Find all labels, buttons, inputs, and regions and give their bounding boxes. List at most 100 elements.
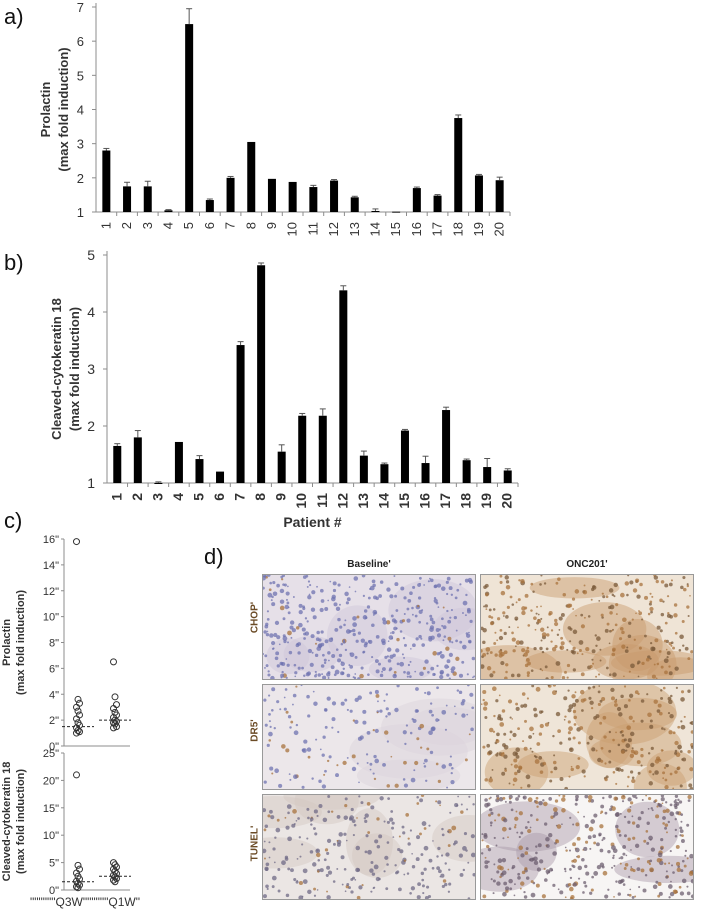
cell-nucleus xyxy=(394,783,399,788)
cell-nucleus xyxy=(526,646,530,650)
cell-nucleus xyxy=(470,727,474,732)
cell-nucleus xyxy=(505,670,508,674)
cell-nucleus xyxy=(545,869,551,874)
cell-nucleus xyxy=(345,601,349,605)
cell-nucleus xyxy=(527,784,531,788)
cell-nucleus xyxy=(384,730,389,735)
cell-nucleus xyxy=(373,777,377,781)
cell-nucleus xyxy=(364,819,368,824)
x-tick-label: 20 xyxy=(492,222,507,236)
cell-nucleus xyxy=(450,593,454,596)
cell-nucleus xyxy=(637,675,640,678)
cell-nucleus xyxy=(550,640,553,643)
cell-nucleus xyxy=(489,796,492,799)
cell-nucleus xyxy=(564,670,567,674)
data-point xyxy=(73,771,80,779)
cell-nucleus xyxy=(656,858,662,863)
cell-nucleus xyxy=(630,849,632,851)
cell-nucleus xyxy=(667,612,670,615)
cell-nucleus xyxy=(349,652,352,655)
data-point xyxy=(73,883,80,891)
cell-nucleus xyxy=(666,651,671,656)
bar-5 xyxy=(195,459,204,483)
cell-nucleus xyxy=(644,874,648,877)
cell-nucleus xyxy=(583,616,586,619)
row-label-tunel: TUNEL' xyxy=(249,825,261,862)
cell-nucleus xyxy=(629,888,632,891)
y-tick-label: 3 xyxy=(77,137,84,152)
bar-20 xyxy=(495,180,504,212)
bar-18 xyxy=(462,460,471,483)
cell-nucleus xyxy=(490,616,494,619)
cell-nucleus xyxy=(386,620,391,625)
cell-nucleus xyxy=(631,747,634,750)
cell-nucleus xyxy=(268,712,271,716)
cell-nucleus xyxy=(391,826,395,830)
cell-nucleus xyxy=(467,897,471,899)
cell-nucleus xyxy=(335,773,339,778)
cell-nucleus xyxy=(425,622,429,625)
cell-nucleus xyxy=(665,801,668,804)
cell-nucleus xyxy=(298,610,303,615)
cell-nucleus xyxy=(591,747,596,752)
cell-nucleus xyxy=(406,872,410,875)
cell-nucleus xyxy=(293,823,296,825)
cell-nucleus xyxy=(539,770,544,774)
cell-nucleus xyxy=(550,629,554,632)
cell-nucleus xyxy=(446,786,449,789)
cell-nucleus xyxy=(600,613,604,617)
cell-nucleus xyxy=(337,658,342,663)
tissue-region xyxy=(562,602,647,656)
bar-3 xyxy=(143,186,152,212)
cell-nucleus xyxy=(669,891,675,897)
cell-nucleus xyxy=(503,754,508,759)
cell-nucleus xyxy=(668,699,673,705)
cell-nucleus xyxy=(622,883,626,886)
cell-nucleus xyxy=(319,748,322,751)
cell-nucleus xyxy=(426,885,430,889)
cell-nucleus xyxy=(520,578,525,584)
cell-nucleus xyxy=(632,720,635,723)
cell-nucleus xyxy=(409,829,413,832)
cell-nucleus xyxy=(637,692,640,696)
cell-nucleus xyxy=(631,618,634,621)
cell-nucleus xyxy=(406,618,411,623)
cell-nucleus xyxy=(586,741,590,745)
cell-nucleus xyxy=(627,634,632,639)
cell-nucleus xyxy=(593,813,598,818)
cell-nucleus xyxy=(537,613,540,616)
panel-label-b: b) xyxy=(4,250,24,275)
cell-nucleus xyxy=(295,723,299,727)
cell-nucleus xyxy=(412,643,416,648)
cell-nucleus xyxy=(466,713,469,716)
cell-nucleus xyxy=(614,703,618,707)
cell-nucleus xyxy=(544,822,548,826)
cell-nucleus xyxy=(276,635,281,640)
cell-nucleus xyxy=(351,628,356,633)
cell-nucleus xyxy=(619,862,622,865)
cell-nucleus xyxy=(303,632,307,636)
cell-nucleus xyxy=(444,728,448,731)
cell-nucleus xyxy=(518,845,524,851)
cell-nucleus xyxy=(313,701,318,706)
cell-nucleus xyxy=(450,780,455,785)
cell-nucleus xyxy=(284,688,288,691)
cell-nucleus xyxy=(301,843,304,846)
cell-nucleus xyxy=(386,820,390,824)
cell-nucleus xyxy=(671,864,674,867)
cell-nucleus xyxy=(672,787,675,789)
cell-nucleus xyxy=(618,712,623,717)
cell-nucleus xyxy=(530,609,533,612)
cell-nucleus xyxy=(436,686,439,690)
cell-nucleus xyxy=(272,847,276,851)
cell-nucleus xyxy=(301,627,306,632)
cell-nucleus xyxy=(635,612,637,615)
cell-nucleus xyxy=(427,670,430,674)
cell-nucleus xyxy=(533,707,537,712)
bar-14 xyxy=(380,464,389,483)
cell-nucleus xyxy=(378,877,381,881)
cell-nucleus xyxy=(462,846,467,851)
cell-nucleus xyxy=(310,634,315,639)
cell-nucleus xyxy=(585,840,589,844)
cell-nucleus xyxy=(326,890,328,893)
